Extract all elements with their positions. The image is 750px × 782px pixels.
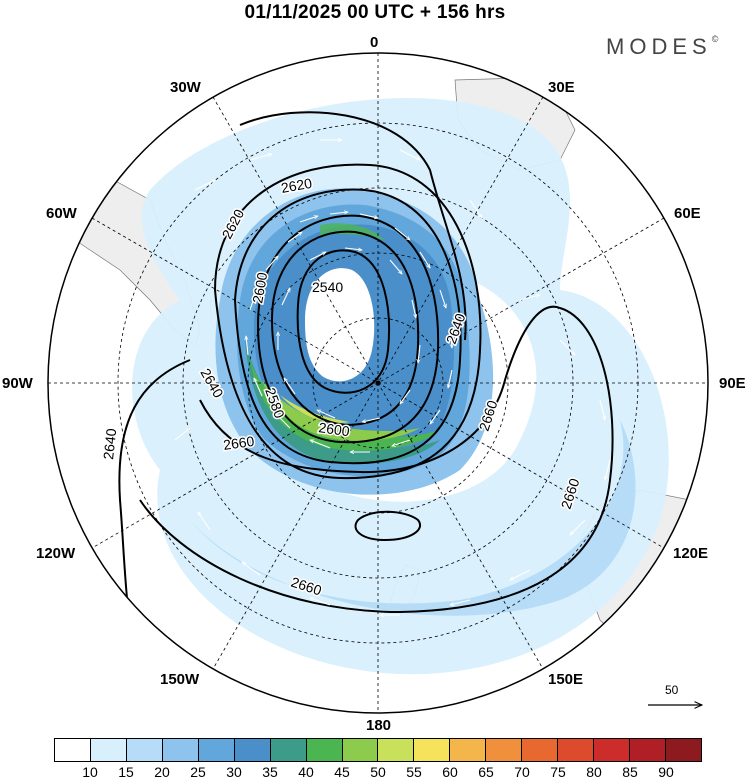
lon-label-120w: 120W — [36, 545, 76, 562]
lon-label-90e: 90E — [719, 375, 746, 392]
colorbar-swatch — [306, 739, 343, 761]
brand-text: MODES — [606, 34, 712, 59]
lon-label-150w: 150W — [160, 671, 200, 688]
lon-label-120e: 120E — [673, 545, 709, 562]
reference-vector-label: 50 — [665, 683, 679, 697]
colorbar-tick-label: 70 — [514, 764, 530, 780]
colorbar-swatch — [665, 739, 701, 761]
chart-title: 01/11/2025 00 UTC + 156 hrs — [244, 2, 506, 23]
south-pole-marker — [375, 380, 381, 386]
colorbar-tick-label: 65 — [478, 764, 494, 780]
contour-2660 — [139, 305, 614, 614]
contour-label-2600-a: 2600 — [318, 419, 351, 439]
colorbar-tick-label: 50 — [370, 764, 386, 780]
colorbar-tick-label: 30 — [226, 764, 242, 780]
colorbar-tick-label: 10 — [82, 764, 98, 780]
colorbar-swatch — [55, 739, 91, 761]
lon-label-180: 180 — [366, 717, 392, 734]
lon-label-90w: 90W — [2, 375, 33, 392]
brand-logo: MODES© — [606, 34, 718, 60]
colorbar-tick-label: 20 — [154, 764, 170, 780]
contour-2640-inner — [213, 163, 482, 480]
lon-label-30w: 30W — [170, 79, 201, 96]
colorbar-swatch — [594, 739, 630, 761]
colorbar-tick-label: 35 — [262, 764, 278, 780]
colorbar-tick-label: 45 — [334, 764, 350, 780]
colorbar-swatch — [90, 739, 127, 761]
lon-label-150e: 150E — [548, 671, 584, 688]
colorbar-swatch — [342, 739, 379, 761]
colorbar-tick-label: 90 — [658, 764, 674, 780]
contour-label-2640-c: 2640 — [100, 427, 119, 460]
contour-label-2540: 2540 — [312, 279, 343, 295]
contour-2600-inner — [256, 214, 440, 444]
polar-map: 2540 2580 2600 2600 2620 2620 2640 2640 … — [47, 52, 709, 714]
colorbar-swatch — [414, 739, 451, 761]
colorbar-tick-label: 40 — [298, 764, 314, 780]
colorbar-swatch — [270, 739, 307, 761]
contour-label-2660-a: 2660 — [222, 433, 255, 453]
colorbar-swatch — [486, 739, 523, 761]
contour-2580 — [270, 230, 420, 427]
colorbar-labels: 10 15 20 25 30 35 40 45 50 55 60 65 70 75 80 85 90 — [54, 764, 702, 782]
shade-vortex-core — [305, 268, 375, 382]
colorbar-tick-label: 55 — [406, 764, 422, 780]
contour-2660-closed — [354, 510, 421, 542]
colorbar-tick-label: 15 — [118, 764, 134, 780]
colorbar — [54, 738, 702, 762]
lon-label-60w: 60W — [46, 205, 77, 222]
lon-label-60e: 60E — [674, 205, 701, 222]
colorbar-tick-label: 60 — [442, 764, 458, 780]
colorbar-swatch — [558, 739, 595, 761]
lon-label-30e: 30E — [548, 79, 575, 96]
brand-copyright-mark: © — [711, 34, 719, 44]
lon-label-0: 0 — [370, 34, 379, 51]
colorbar-swatch — [630, 739, 666, 761]
contour-2620 — [233, 188, 462, 465]
colorbar-tick-label: 75 — [550, 764, 566, 780]
shade-outer-ring — [132, 97, 669, 675]
colorbar-swatch — [450, 739, 487, 761]
colorbar-swatch — [234, 739, 271, 761]
colorbar-swatch — [522, 739, 559, 761]
colorbar-tick-label: 85 — [622, 764, 638, 780]
colorbar-swatch — [162, 739, 199, 761]
colorbar-tick-label: 25 — [190, 764, 206, 780]
contour-2540 — [296, 249, 391, 394]
contour-label-2600-b: 2600 — [249, 271, 270, 305]
wind-vectors — [174, 140, 611, 615]
colorbar-swatch — [378, 739, 415, 761]
colorbar-tick-label: 80 — [586, 764, 602, 780]
colorbar-swatch — [126, 739, 163, 761]
map-boundary — [47, 52, 709, 714]
shade-jet-50 — [262, 380, 420, 441]
shade-jet-55 — [280, 395, 350, 423]
colorbar-swatch — [198, 739, 235, 761]
